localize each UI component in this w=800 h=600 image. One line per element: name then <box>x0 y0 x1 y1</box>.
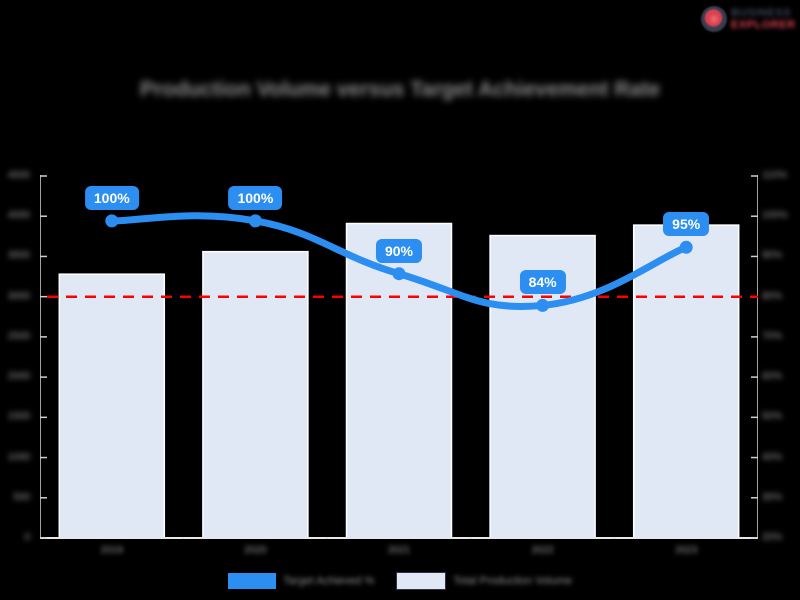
y-axis-right-tick: 30% <box>762 491 783 503</box>
chart-legend: Target Achieved % Total Production Volum… <box>0 572 800 590</box>
brand-logo-text: BUSINESS EXPLORER <box>731 6 796 31</box>
y-axis-left-tick: 1000 <box>7 451 30 463</box>
y-axis-left-tick: 2500 <box>7 330 30 342</box>
circle-burst-icon <box>701 6 727 32</box>
line-point-2022[interactable] <box>536 298 550 312</box>
line-point-2020[interactable] <box>248 214 262 228</box>
y-axis-left-tick: 3500 <box>7 250 30 262</box>
y-axis-right-tick: 110% <box>762 170 787 181</box>
y-axis-right-tick: 70% <box>762 330 783 342</box>
legend-swatch-bar <box>396 572 447 590</box>
legend-item-line[interactable]: Target Achieved % <box>228 573 374 589</box>
line-point-2021[interactable] <box>392 267 406 281</box>
line-point-2019[interactable] <box>105 214 119 228</box>
x-axis-tick-2022: 2022 <box>531 545 554 556</box>
data-label-2021: 90% <box>375 238 423 263</box>
brand-logo: BUSINESS EXPLORER <box>701 4 796 34</box>
brand-logo-line1: BUSINESS <box>731 6 792 19</box>
y-axis-left-tick: 0 <box>24 532 30 543</box>
y-axis-right-tick: 80% <box>762 290 783 302</box>
data-label-2019: 100% <box>84 185 139 210</box>
legend-item-bar[interactable]: Total Production Volume <box>396 572 572 590</box>
y-axis-right-tick: 20% <box>762 532 783 543</box>
y-axis-right-tick: 90% <box>762 250 783 262</box>
legend-swatch-line <box>228 573 277 589</box>
x-axis-tick-2020: 2020 <box>244 545 267 556</box>
bar-2019[interactable] <box>58 273 166 539</box>
brand-logo-line2: EXPLORER <box>731 18 796 31</box>
y-axis-right-tick: 40% <box>762 451 783 463</box>
x-axis-tick-2023: 2023 <box>675 545 698 556</box>
y-axis-left-tick: 500 <box>13 491 30 503</box>
legend-label-bar: Total Production Volume <box>453 575 572 587</box>
y-axis-right-tick: 50% <box>762 411 783 423</box>
data-label-2020: 100% <box>228 185 283 210</box>
data-label-2022: 84% <box>519 270 566 295</box>
bar-2023[interactable] <box>632 224 740 539</box>
x-axis-tick-2021: 2021 <box>387 545 411 556</box>
chart-svg <box>40 175 758 539</box>
y-axis-left-tick: 2000 <box>7 371 30 383</box>
data-label-2023: 95% <box>663 212 710 237</box>
y-axis-left-tick: 4000 <box>7 210 30 222</box>
line-point-2023[interactable] <box>679 240 693 254</box>
y-axis-left-tick: 3000 <box>7 290 30 302</box>
x-axis-tick-2019: 2019 <box>100 545 123 556</box>
y-axis-right-tick: 100% <box>762 210 788 222</box>
y-axis-right-tick: 60% <box>762 371 783 383</box>
legend-label-line: Target Achieved % <box>283 575 375 587</box>
y-axis-left-tick: 1500 <box>7 411 30 423</box>
bar-2020[interactable] <box>202 250 309 539</box>
chart-title: Production Volume versus Target Achievem… <box>139 78 661 101</box>
y-axis-left-tick: 4500 <box>7 170 30 181</box>
plot-area: 100% 100% 90% 84% 95% <box>40 150 758 539</box>
